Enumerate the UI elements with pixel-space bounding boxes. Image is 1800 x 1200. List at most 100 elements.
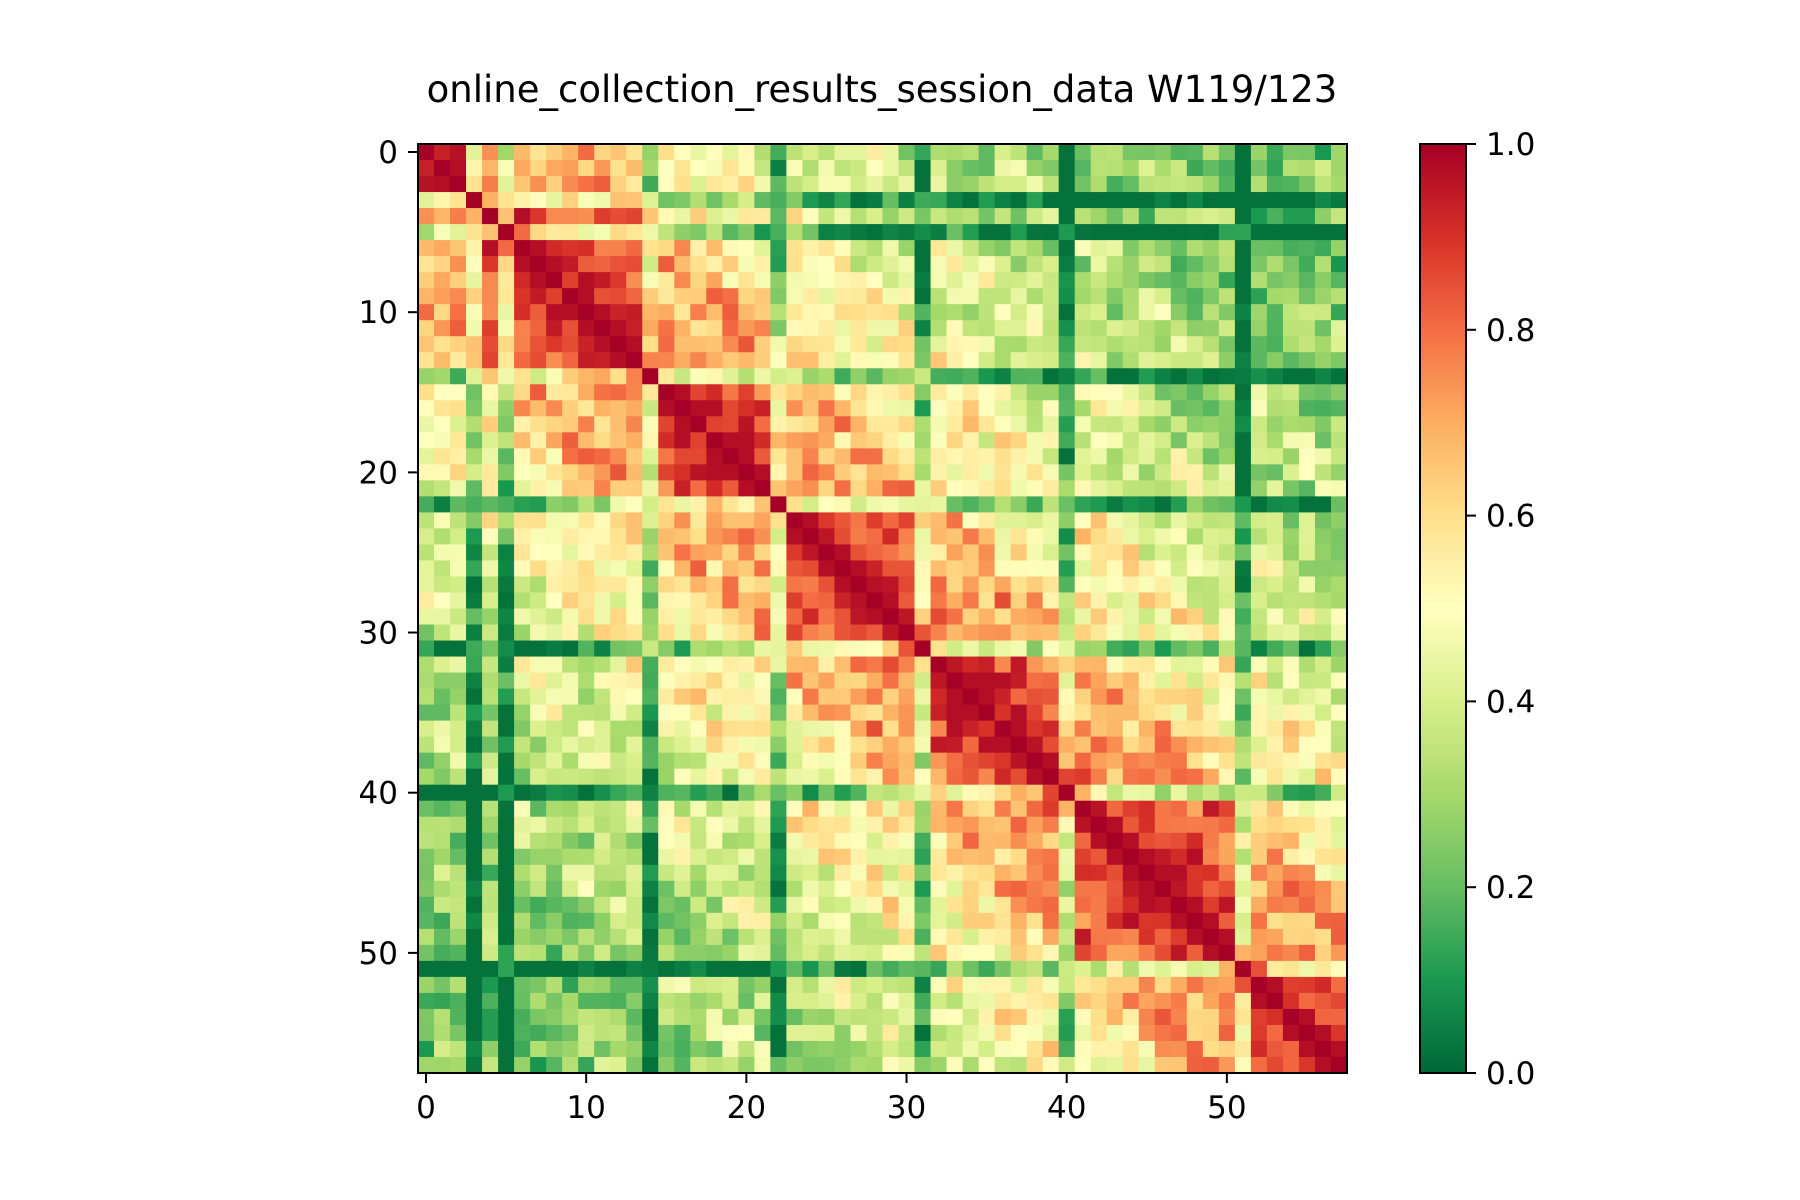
heatmap-cell — [466, 1008, 483, 1026]
heatmap-cell — [1298, 464, 1316, 481]
heatmap-cell — [434, 752, 451, 770]
heatmap-cell — [914, 1008, 932, 1026]
heatmap-cell — [642, 448, 659, 465]
heatmap-cell — [1298, 608, 1316, 626]
heatmap-cell — [594, 880, 611, 898]
heatmap-cell — [1042, 496, 1060, 513]
heatmap-cell — [498, 192, 515, 209]
heatmap-cell — [994, 544, 1012, 562]
heatmap-cell — [1234, 1024, 1252, 1042]
heatmap-cell — [1090, 256, 1108, 273]
heatmap-cell — [1154, 864, 1172, 882]
heatmap-cell — [434, 512, 451, 530]
heatmap-cell — [802, 240, 820, 257]
heatmap-cell — [1266, 608, 1284, 626]
heatmap-cell — [1026, 560, 1044, 578]
heatmap-cell — [546, 432, 563, 449]
heatmap-cell — [738, 608, 755, 626]
heatmap-cell — [722, 672, 739, 690]
heatmap-cell — [578, 512, 595, 530]
heatmap-cell — [530, 256, 547, 273]
heatmap-cell — [466, 176, 483, 193]
heatmap-cell — [626, 848, 643, 866]
heatmap-cell — [1138, 864, 1156, 882]
heatmap-cell — [546, 720, 563, 738]
heatmap-cell — [1154, 592, 1172, 610]
heatmap-cell — [946, 704, 964, 722]
heatmap-cell — [546, 528, 563, 546]
heatmap-cell — [546, 1040, 563, 1058]
heatmap-cell — [1186, 1008, 1204, 1026]
heatmap-cell — [450, 944, 467, 962]
heatmap-cell — [770, 1056, 787, 1074]
heatmap-cell — [914, 592, 932, 610]
heatmap-cell — [610, 928, 627, 946]
heatmap-cell — [418, 272, 435, 289]
heatmap-cell — [498, 960, 515, 978]
heatmap-cell — [1122, 240, 1140, 257]
heatmap-cell — [754, 320, 771, 337]
heatmap-cell — [642, 640, 659, 658]
heatmap-cell — [1106, 864, 1124, 882]
heatmap-cell — [930, 848, 948, 866]
heatmap-cell — [1154, 528, 1172, 546]
heatmap-cell — [994, 560, 1012, 578]
heatmap-cell — [1058, 368, 1076, 385]
heatmap-cell — [1042, 928, 1060, 946]
heatmap-cell — [1090, 576, 1108, 594]
heatmap-cell — [850, 272, 868, 289]
heatmap-cell — [802, 576, 820, 594]
heatmap-cell — [1282, 784, 1300, 802]
heatmap-cell — [706, 880, 723, 898]
heatmap-cell — [1234, 688, 1252, 706]
heatmap-cell — [418, 656, 435, 674]
heatmap-cell — [1218, 688, 1236, 706]
heatmap-cell — [1282, 848, 1300, 866]
heatmap-cell — [450, 1040, 467, 1058]
heatmap-cell — [738, 208, 755, 225]
heatmap-cell — [610, 1008, 627, 1026]
heatmap-cell — [578, 272, 595, 289]
heatmap-cell — [578, 304, 595, 321]
heatmap-cell — [962, 512, 980, 530]
heatmap-cell — [578, 896, 595, 914]
heatmap-cell — [418, 320, 435, 337]
heatmap-cell — [1074, 304, 1092, 321]
heatmap-cell — [1250, 1056, 1268, 1074]
heatmap-cell — [418, 864, 435, 882]
heatmap-cell — [930, 928, 948, 946]
heatmap-cell — [1170, 144, 1188, 161]
heatmap-cell — [466, 688, 483, 706]
heatmap-cell — [898, 304, 916, 321]
heatmap-cell — [1010, 784, 1028, 802]
heatmap-cell — [962, 928, 980, 946]
heatmap-cell — [1106, 704, 1124, 722]
heatmap-cell — [946, 672, 964, 690]
heatmap-cell — [1314, 752, 1332, 770]
heatmap-cell — [1250, 928, 1268, 946]
heatmap-cell — [1090, 1008, 1108, 1026]
heatmap-cell — [610, 624, 627, 642]
heatmap-cell — [1186, 368, 1204, 385]
heatmap-cell — [418, 432, 435, 449]
heatmap-cell — [1170, 512, 1188, 530]
heatmap-cell — [674, 528, 691, 546]
heatmap-cell — [658, 400, 675, 417]
heatmap-cell — [434, 736, 451, 754]
heatmap-cell — [722, 992, 739, 1010]
heatmap-cell — [1138, 944, 1156, 962]
heatmap-cell — [514, 144, 531, 161]
heatmap-cell — [754, 672, 771, 690]
heatmap-cell — [562, 160, 579, 177]
heatmap-cell — [658, 1040, 675, 1058]
heatmap-cell — [882, 976, 900, 994]
heatmap-cell — [898, 768, 916, 786]
heatmap-cell — [1154, 256, 1172, 273]
heatmap-cell — [1282, 704, 1300, 722]
heatmap-cell — [994, 224, 1012, 241]
heatmap-cell — [850, 656, 868, 674]
heatmap-cell — [466, 928, 483, 946]
heatmap-cell — [866, 560, 884, 578]
heatmap-cell — [930, 1056, 948, 1074]
heatmap-cell — [1122, 816, 1140, 834]
